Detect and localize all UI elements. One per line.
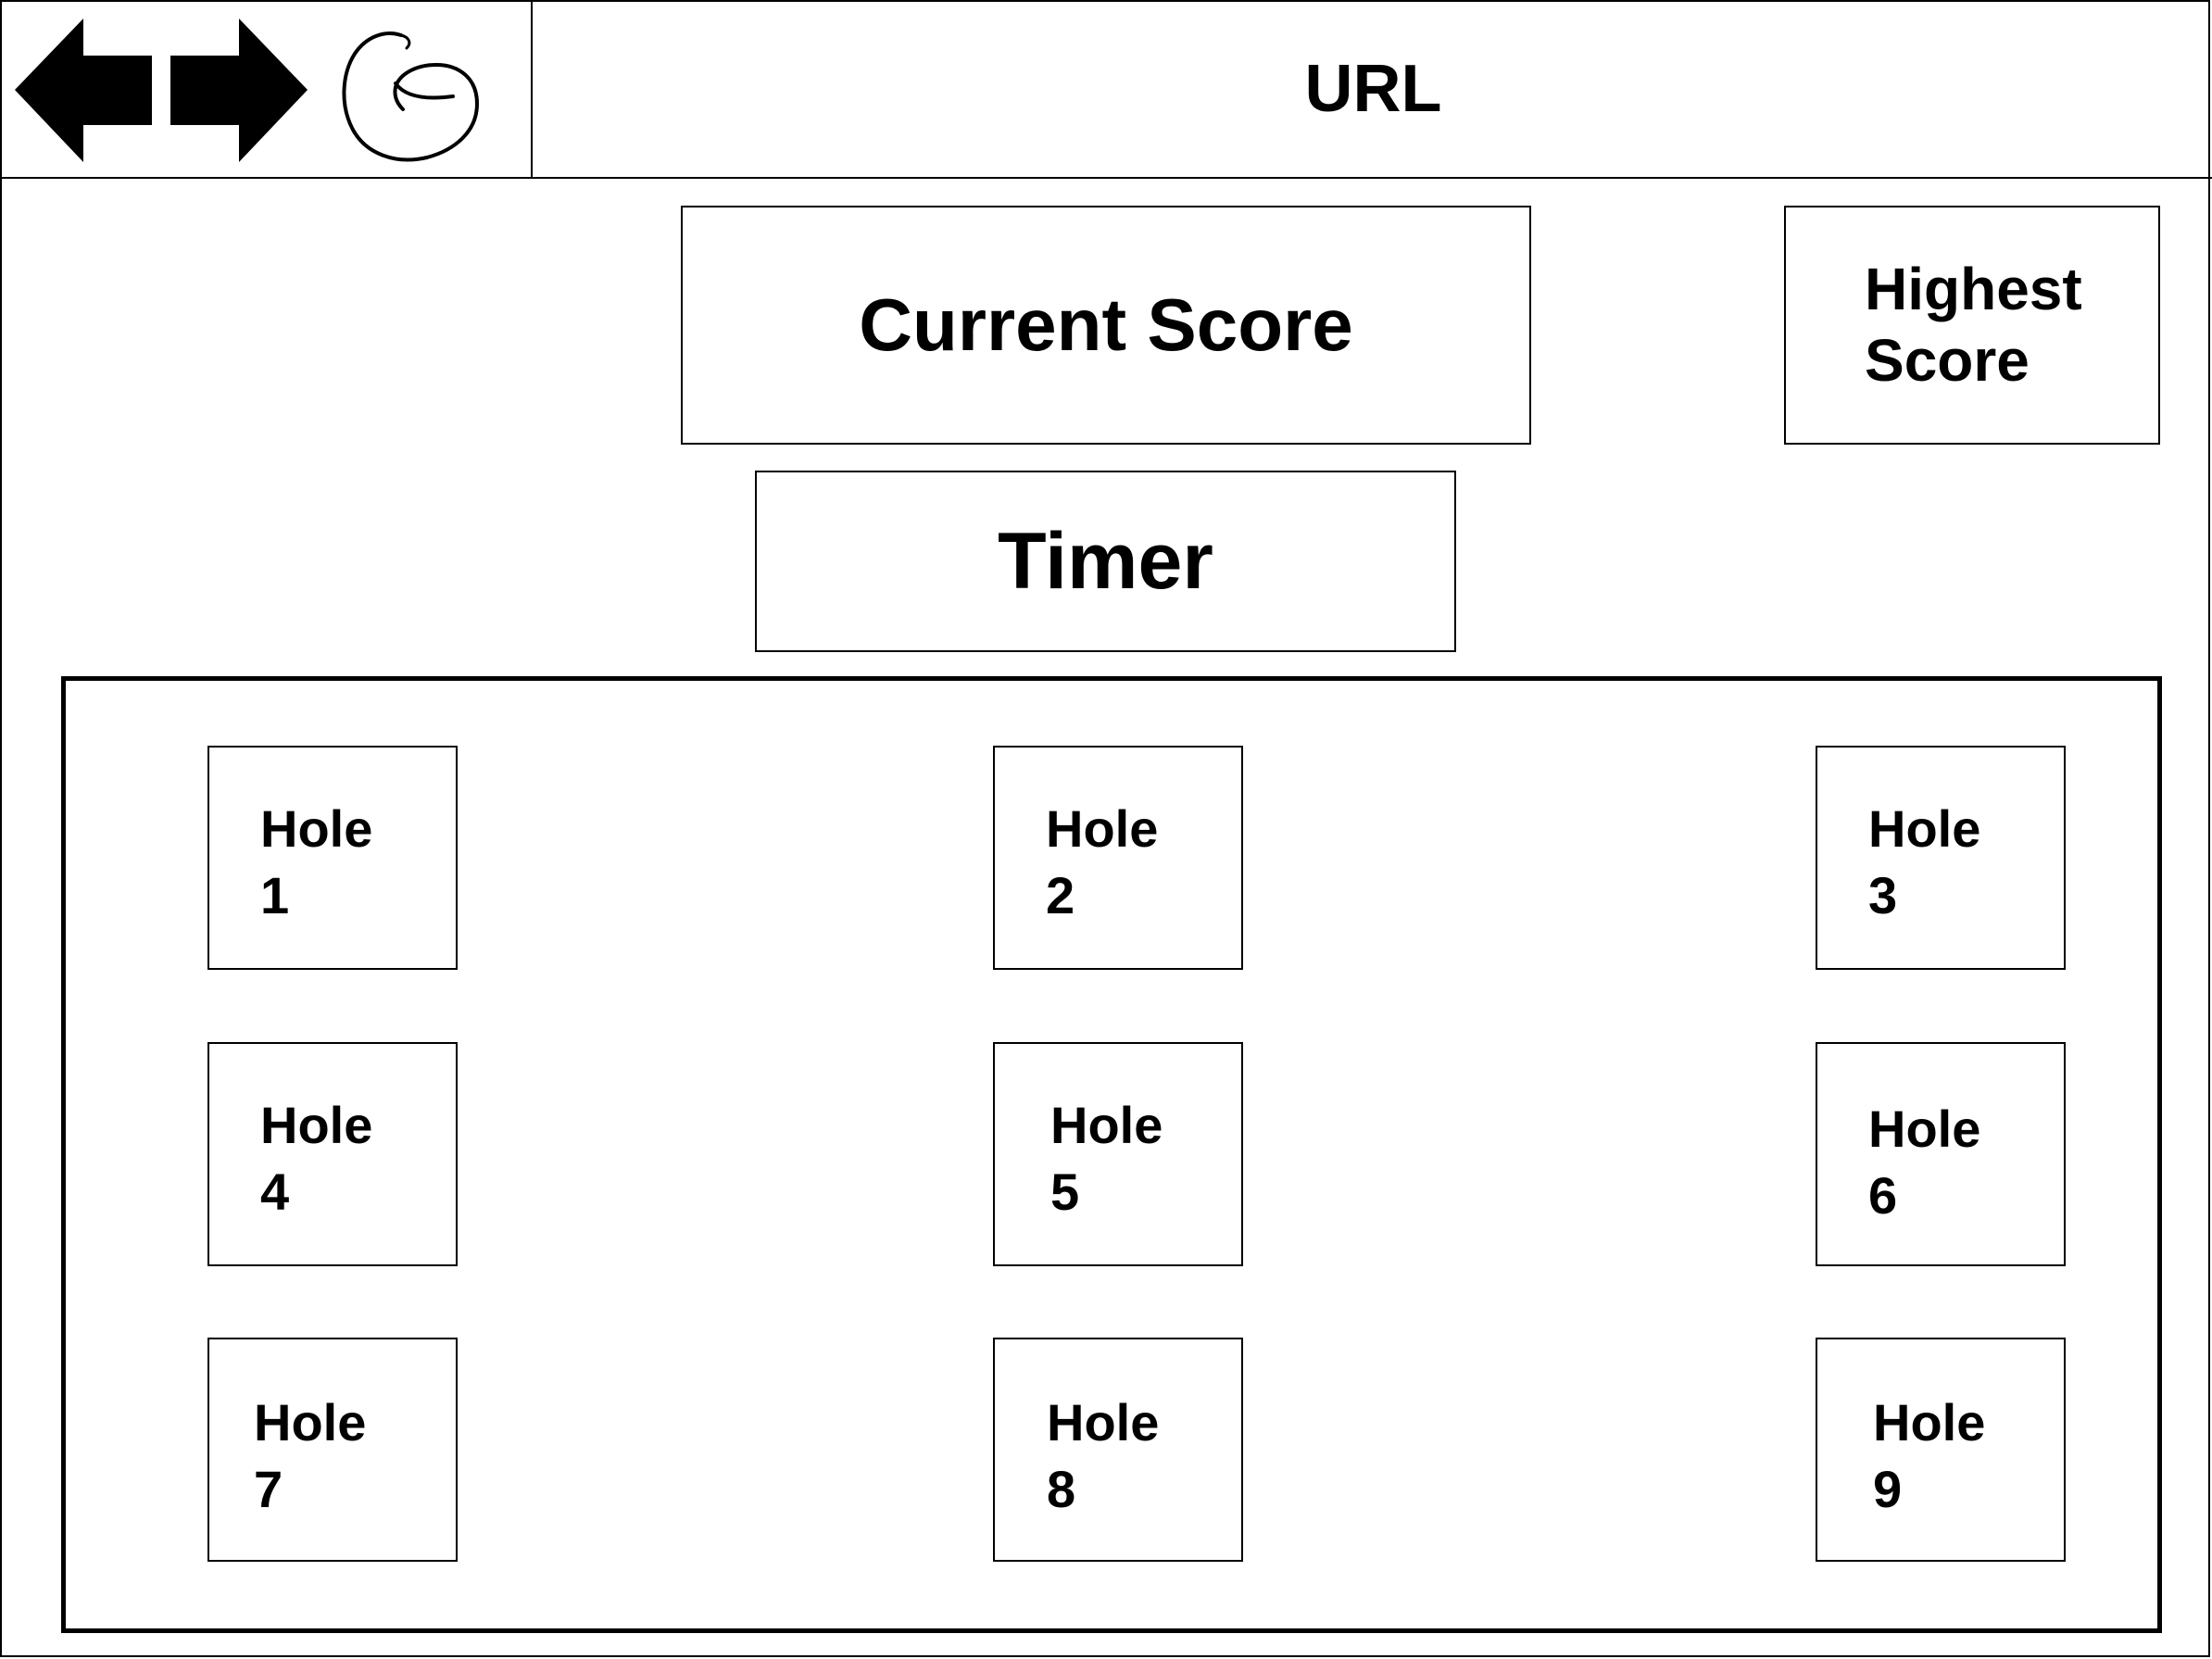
hole-label: Hole 2 <box>1046 796 1213 928</box>
hole-number: 9 <box>1873 1459 1903 1518</box>
hole-number: 5 <box>1050 1162 1080 1221</box>
hole-word: Hole <box>1047 1393 1160 1452</box>
hole-word: Hole <box>1046 799 1159 858</box>
hole-number: 6 <box>1868 1165 1898 1225</box>
highest-score-display: Highest Score <box>1784 206 2160 445</box>
hole-word: Hole <box>1868 799 1981 858</box>
hole-1[interactable]: Hole 1 <box>207 746 458 970</box>
hole-number: 4 <box>260 1162 290 1221</box>
hole-number: 8 <box>1047 1459 1076 1518</box>
hole-word: Hole <box>260 799 373 858</box>
hole-7[interactable]: Hole 7 <box>207 1338 458 1562</box>
refresh-icon <box>342 31 480 162</box>
hole-8[interactable]: Hole 8 <box>993 1338 1243 1562</box>
hole-3[interactable]: Hole 3 <box>1816 746 2066 970</box>
game-board: Hole 1 Hole 2 Hole 3 Hole 4 Hole 5 Hole … <box>61 676 2162 1633</box>
hole-number: 3 <box>1868 865 1898 924</box>
hole-4[interactable]: Hole 4 <box>207 1042 458 1266</box>
back-button[interactable] <box>15 19 154 162</box>
hole-2[interactable]: Hole 2 <box>993 746 1243 970</box>
hole-label: Hole 9 <box>1873 1389 2040 1522</box>
timer-display: Timer <box>755 471 1456 652</box>
hole-word: Hole <box>260 1096 373 1154</box>
hole-9[interactable]: Hole 9 <box>1816 1338 2066 1562</box>
highest-score-label: Highest Score <box>1865 256 2082 394</box>
hole-label: Hole 4 <box>260 1092 427 1225</box>
hole-word: Hole <box>1868 1100 1981 1158</box>
hole-word: Hole <box>254 1393 367 1452</box>
arrow-left-icon <box>15 19 152 162</box>
hole-word: Hole <box>1873 1393 1986 1452</box>
refresh-button[interactable] <box>338 30 482 167</box>
hole-number: 1 <box>260 865 290 924</box>
forward-button[interactable] <box>169 19 308 162</box>
hole-5[interactable]: Hole 5 <box>993 1042 1243 1266</box>
hole-label: Hole 8 <box>1047 1389 1213 1522</box>
hole-label: Hole 6 <box>1868 1096 2035 1228</box>
hole-6[interactable]: Hole 6 <box>1816 1042 2066 1266</box>
browser-toolbar: URL <box>0 0 2212 179</box>
hole-number: 2 <box>1046 865 1075 924</box>
url-bar[interactable]: URL <box>534 0 2212 177</box>
hole-label: Hole 5 <box>1050 1092 1217 1225</box>
hole-label: Hole 7 <box>254 1389 421 1522</box>
hole-word: Hole <box>1050 1096 1163 1154</box>
timer-label: Timer <box>998 516 1213 606</box>
current-score-display: Current Score <box>681 206 1531 445</box>
arrow-right-icon <box>170 19 308 162</box>
navigation-controls <box>0 0 533 179</box>
url-label: URL <box>1304 51 1442 126</box>
hole-label: Hole 1 <box>260 796 427 928</box>
current-score-label: Current Score <box>859 283 1353 366</box>
hole-number: 7 <box>254 1459 283 1518</box>
hole-label: Hole 3 <box>1868 796 2035 928</box>
